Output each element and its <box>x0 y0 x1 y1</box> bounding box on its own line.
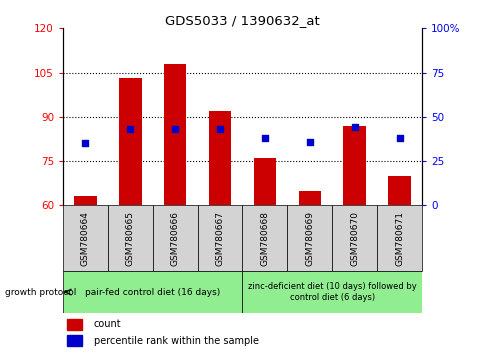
Text: percentile rank within the sample: percentile rank within the sample <box>93 336 258 346</box>
Text: GSM780665: GSM780665 <box>125 211 135 266</box>
Bar <box>388 176 410 205</box>
FancyBboxPatch shape <box>332 205 376 271</box>
Text: growth protocol: growth protocol <box>5 287 76 297</box>
Bar <box>298 190 320 205</box>
Point <box>171 126 179 132</box>
Text: GSM780671: GSM780671 <box>394 211 403 266</box>
Point <box>305 139 313 144</box>
FancyBboxPatch shape <box>63 271 242 313</box>
Title: GDS5033 / 1390632_at: GDS5033 / 1390632_at <box>165 14 319 27</box>
Text: GSM780670: GSM780670 <box>349 211 359 266</box>
Text: GSM780666: GSM780666 <box>170 211 180 266</box>
FancyBboxPatch shape <box>152 205 197 271</box>
Text: GSM780668: GSM780668 <box>260 211 269 266</box>
FancyBboxPatch shape <box>242 271 421 313</box>
Bar <box>343 126 365 205</box>
Bar <box>253 158 275 205</box>
Bar <box>74 196 96 205</box>
FancyBboxPatch shape <box>376 205 421 271</box>
Text: zinc-deficient diet (10 days) followed by
control diet (6 days): zinc-deficient diet (10 days) followed b… <box>247 282 416 302</box>
Point <box>126 126 134 132</box>
Point <box>350 125 358 130</box>
Bar <box>66 335 82 346</box>
Point <box>395 135 403 141</box>
Bar <box>164 64 186 205</box>
Point <box>260 135 268 141</box>
FancyBboxPatch shape <box>107 205 152 271</box>
FancyBboxPatch shape <box>63 205 107 271</box>
FancyBboxPatch shape <box>242 205 287 271</box>
Point <box>81 141 89 146</box>
Text: count: count <box>93 319 121 329</box>
FancyBboxPatch shape <box>197 205 242 271</box>
Bar <box>66 319 82 330</box>
Bar <box>119 79 141 205</box>
Text: pair-fed control diet (16 days): pair-fed control diet (16 days) <box>85 287 220 297</box>
Bar <box>209 111 231 205</box>
Point <box>216 126 224 132</box>
Text: GSM780669: GSM780669 <box>304 211 314 266</box>
Text: GSM780667: GSM780667 <box>215 211 224 266</box>
Text: GSM780664: GSM780664 <box>81 211 90 266</box>
FancyBboxPatch shape <box>287 205 332 271</box>
